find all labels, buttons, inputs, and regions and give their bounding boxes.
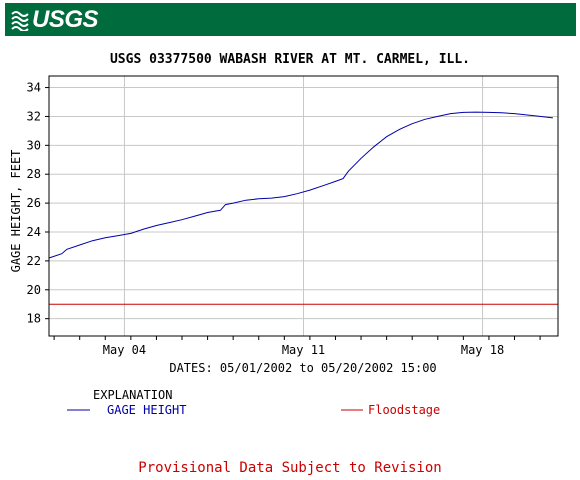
y-tick-label: 24 <box>27 225 41 239</box>
y-tick-label: 34 <box>27 81 41 95</box>
y-tick-label: 30 <box>27 138 41 152</box>
y-axis-label: GAGE HEIGHT, FEET <box>9 150 23 273</box>
x-tick-label: May 18 <box>461 343 504 357</box>
y-tick-label: 20 <box>27 283 41 297</box>
legend-floodstage-label: Floodstage <box>368 403 440 417</box>
usgs-logo-text: USGS <box>32 6 99 33</box>
chart-title: USGS 03377500 WABASH RIVER AT MT. CARMEL… <box>110 52 470 67</box>
grid-lines <box>49 76 558 336</box>
x-axis-label: DATES: 05/01/2002 to 05/20/2002 15:00 <box>169 361 436 375</box>
usgs-header: USGS <box>5 3 576 36</box>
y-axis-ticks: 18 20 22 24 26 28 30 32 34 <box>27 81 49 326</box>
x-tick-label: May 04 <box>103 343 146 357</box>
legend-gage-height-label: GAGE HEIGHT <box>107 403 186 417</box>
gage-height-line <box>48 111 553 259</box>
plot-frame <box>48 75 559 337</box>
y-tick-label: 22 <box>27 254 41 268</box>
legend-title: EXPLANATION <box>93 388 172 402</box>
y-tick-label: 18 <box>27 312 41 326</box>
provisional-data-notice: Provisional Data Subject to Revision <box>138 460 441 476</box>
y-tick-label: 28 <box>27 167 41 181</box>
gage-height-series <box>48 111 553 259</box>
usgs-wave-icon <box>11 11 29 31</box>
y-tick-label: 32 <box>27 109 41 123</box>
x-axis-ticks: May 04 May 11 May 18 <box>53 336 541 357</box>
y-tick-label: 26 <box>27 196 41 210</box>
usgs-logo[interactable]: USGS <box>11 6 99 33</box>
x-tick-label: May 11 <box>282 343 325 357</box>
